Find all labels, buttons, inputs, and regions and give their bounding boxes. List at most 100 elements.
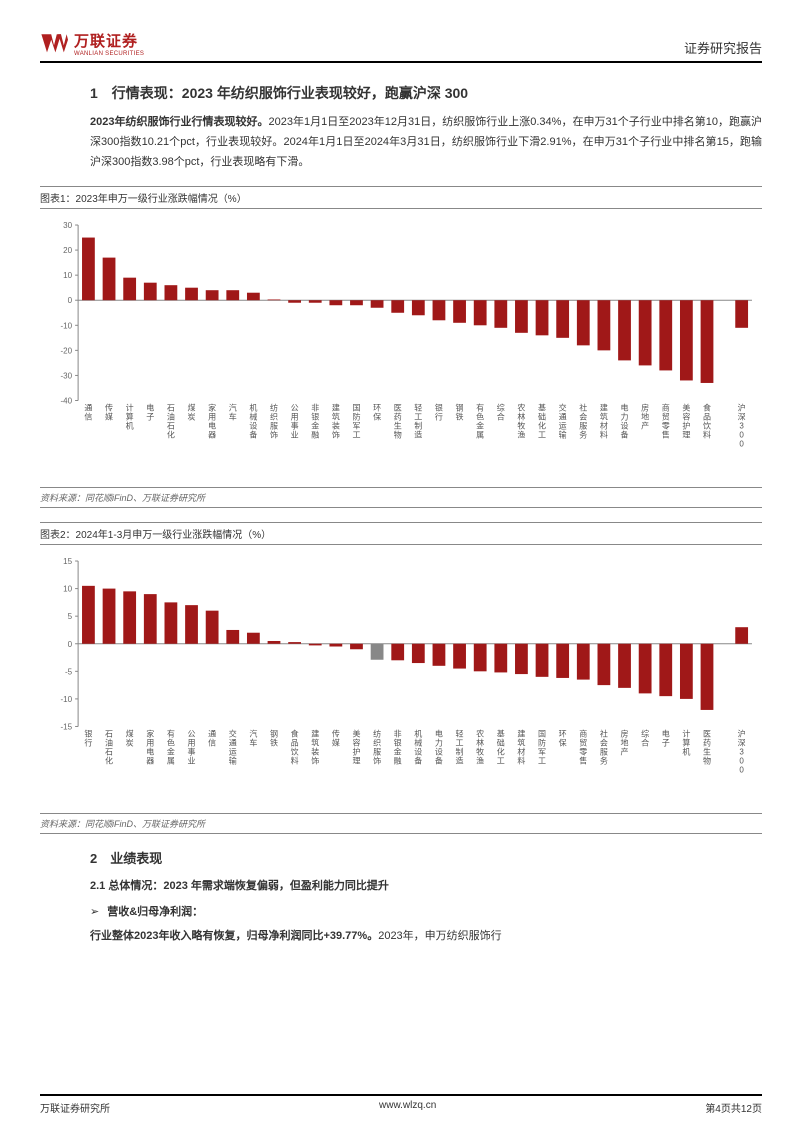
svg-text:计: 计 [126,403,134,413]
svg-text:基: 基 [538,403,546,413]
svg-text:理: 理 [352,757,360,766]
svg-text:设: 设 [435,747,443,757]
svg-text:媒: 媒 [105,413,113,422]
svg-text:础: 础 [497,738,505,748]
svg-text:5: 5 [68,612,73,621]
svg-text:容: 容 [352,738,360,748]
svg-text:车: 车 [229,412,237,422]
svg-text:房: 房 [641,403,649,413]
svg-text:产: 产 [621,747,629,757]
svg-text:饰: 饰 [373,756,381,766]
svg-text:备: 备 [249,430,257,440]
svg-text:护: 护 [352,747,360,757]
svg-text:服: 服 [373,748,381,757]
svg-text:石: 石 [167,422,175,431]
svg-text:设: 设 [414,747,422,757]
svg-text:煤: 煤 [188,403,196,413]
svg-text:属: 属 [476,431,484,440]
svg-text:农: 农 [476,729,484,739]
svg-text:建: 建 [517,729,525,739]
section2-line-bold: 行业整体2023年收入略有恢复，归母净利润同比+39.77%。 [90,930,378,942]
chart1-source: 资料来源：同花顺iFinD、万联证券研究所 [40,488,762,508]
svg-text:防: 防 [352,412,360,422]
svg-text:电: 电 [662,729,670,739]
svg-text:运: 运 [559,422,567,431]
svg-text:通: 通 [208,729,216,739]
svg-text:美: 美 [352,729,360,739]
svg-text:筑: 筑 [311,738,319,748]
svg-text:工: 工 [414,413,422,422]
svg-text:机: 机 [414,729,422,739]
svg-text:品: 品 [291,739,299,748]
svg-text:煤: 煤 [126,729,134,739]
svg-text:军: 军 [352,422,360,431]
svg-text:造: 造 [456,756,464,766]
svg-text:零: 零 [662,422,670,431]
svg-text:传: 传 [105,403,113,413]
svg-text:饮: 饮 [703,421,711,431]
svg-text:银: 银 [394,738,402,748]
svg-text:0: 0 [739,757,744,766]
svg-text:保: 保 [559,738,567,748]
svg-text:金: 金 [394,747,402,757]
section2-title: 2 业绩表现 [90,848,762,867]
svg-text:媒: 媒 [332,739,340,748]
svg-text:饰: 饰 [332,430,340,440]
svg-text:-5: -5 [65,667,73,676]
svg-text:社: 社 [600,729,608,739]
svg-text:油: 油 [167,412,175,422]
svg-text:业: 业 [188,756,196,766]
svg-text:输: 输 [559,430,567,440]
svg-text:商: 商 [579,729,587,739]
svg-text:综: 综 [497,403,505,413]
svg-text:石: 石 [105,748,113,757]
svg-text:材: 材 [517,747,525,757]
svg-text:医: 医 [394,404,402,413]
svg-text:通: 通 [559,412,567,422]
footer-right: 第4页共12页 [705,1100,762,1115]
svg-text:电: 电 [621,403,629,413]
svg-text:-10: -10 [61,695,73,704]
footer-left: 万联证券研究所 [40,1100,110,1115]
svg-text:制: 制 [414,421,422,431]
svg-text:铁: 铁 [270,738,278,748]
chart1-title: 图表1：2023年申万一级行业涨跌幅情况（%） [40,186,762,209]
svg-text:器: 器 [208,431,216,440]
svg-text:用: 用 [291,413,299,422]
svg-text:国: 国 [352,404,360,413]
svg-text:30: 30 [63,221,72,230]
svg-text:钢: 钢 [270,729,278,739]
svg-text:服: 服 [600,748,608,757]
svg-text:林: 林 [517,412,525,422]
svg-text:物: 物 [703,756,711,766]
svg-text:有: 有 [167,729,175,739]
svg-text:化: 化 [105,756,113,766]
svg-text:筑: 筑 [600,412,608,422]
svg-text:牧: 牧 [476,747,484,757]
svg-text:社: 社 [579,403,587,413]
svg-text:零: 零 [579,748,587,757]
svg-text:-10: -10 [60,322,72,331]
svg-text:15: 15 [63,557,72,566]
svg-text:子: 子 [662,739,670,748]
section1-para-bold: 2023年纺织服饰行业行情表现较好。 [90,116,269,128]
svg-text:容: 容 [682,412,690,422]
section1-title: 1 行情表现：2023 年纺织服饰行业表现较好，跑赢沪深 300 [90,83,762,103]
svg-text:石: 石 [167,404,175,413]
svg-text:电: 电 [435,729,443,739]
svg-text:医: 医 [703,730,711,739]
svg-text:售: 售 [662,430,670,440]
svg-text:力: 力 [435,738,443,748]
svg-text:事: 事 [188,747,196,757]
svg-text:食: 食 [703,403,711,413]
chart2-source: 资料来源：同花顺iFinD、万联证券研究所 [40,814,762,834]
svg-text:信: 信 [84,412,92,422]
svg-text:公: 公 [291,404,299,413]
svg-text:物: 物 [394,430,402,440]
svg-text:交: 交 [229,729,237,739]
svg-text:工: 工 [538,757,546,766]
svg-text:轻: 轻 [456,729,464,739]
svg-text:织: 织 [270,412,278,422]
svg-text:属: 属 [167,757,175,766]
svg-text:贸: 贸 [579,738,587,748]
